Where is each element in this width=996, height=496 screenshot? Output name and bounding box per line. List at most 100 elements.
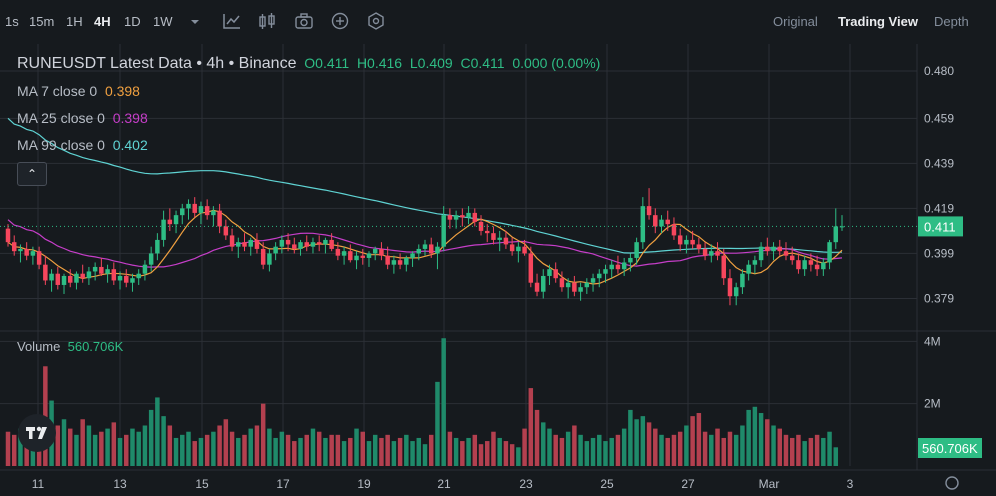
candle-body bbox=[348, 251, 353, 261]
volume-bar bbox=[460, 441, 465, 466]
interval-15m[interactable]: 15m bbox=[29, 14, 55, 29]
volume-bar bbox=[808, 437, 814, 466]
volume-bar bbox=[802, 441, 807, 466]
volume-bar bbox=[740, 425, 745, 466]
volume-bar bbox=[466, 437, 471, 466]
volume-bar bbox=[453, 437, 459, 466]
volume-bar bbox=[379, 437, 384, 466]
vol-tick-label: 4M bbox=[924, 334, 941, 348]
ma7-line bbox=[7, 209, 843, 285]
candle-body bbox=[285, 239, 291, 245]
volume-bar bbox=[360, 431, 366, 466]
candle-body bbox=[391, 260, 397, 265]
candle-body bbox=[192, 203, 197, 213]
candle-body bbox=[24, 248, 29, 256]
volume-bar bbox=[715, 428, 720, 466]
candle-type-icon[interactable] bbox=[257, 11, 277, 31]
volume-bar bbox=[646, 422, 652, 466]
candle-body bbox=[397, 260, 403, 265]
indicator-icon[interactable] bbox=[222, 11, 242, 31]
candle-body bbox=[372, 248, 378, 254]
view-trading-view[interactable]: Trading View bbox=[838, 14, 918, 29]
volume-bar bbox=[248, 428, 253, 466]
view-original[interactable]: Original bbox=[773, 14, 818, 29]
volume-label: Volume bbox=[17, 339, 61, 354]
candle-body bbox=[628, 257, 633, 263]
candle-body bbox=[198, 206, 204, 213]
volume-bar bbox=[565, 431, 571, 466]
candle-body bbox=[453, 215, 459, 220]
price-badge: 0.411 bbox=[924, 219, 956, 234]
volume-bar bbox=[777, 428, 783, 466]
add-icon[interactable] bbox=[330, 11, 350, 31]
candle-body bbox=[360, 255, 366, 258]
volume-bar bbox=[310, 428, 316, 466]
volume-bar bbox=[665, 437, 670, 466]
candle-body bbox=[653, 215, 658, 227]
candle-body bbox=[597, 273, 602, 279]
candle-body bbox=[478, 221, 484, 231]
volume-bar bbox=[404, 434, 409, 466]
volume-bar bbox=[55, 425, 61, 466]
candle-body bbox=[167, 219, 173, 225]
candle-body bbox=[148, 253, 154, 265]
interval-1d[interactable]: 1D bbox=[124, 14, 141, 29]
volume-bar bbox=[559, 437, 565, 466]
candle-body bbox=[316, 242, 322, 245]
candle-body bbox=[130, 278, 135, 283]
view-depth[interactable]: Depth bbox=[934, 14, 969, 29]
tradingview-logo-icon bbox=[18, 414, 56, 452]
volume-bar bbox=[397, 437, 403, 466]
candle-body bbox=[335, 248, 341, 256]
y-tick-label: 0.419 bbox=[924, 201, 954, 215]
candle-body bbox=[43, 264, 48, 281]
candle-body bbox=[709, 251, 714, 256]
ma25-value: 0.398 bbox=[112, 110, 148, 126]
volume-bar bbox=[534, 409, 540, 466]
symbol-title: RUNEUSDT Latest Data • 4h • Binance bbox=[17, 55, 297, 72]
volume-bar bbox=[615, 434, 621, 466]
candle-body bbox=[447, 215, 453, 220]
volume-bar bbox=[105, 428, 110, 466]
interval-4h[interactable]: 4H bbox=[94, 14, 111, 29]
candle-body bbox=[484, 230, 490, 234]
volume-bar bbox=[528, 388, 534, 466]
chevron-down-icon[interactable] bbox=[188, 11, 208, 31]
price-badge-bg bbox=[918, 216, 963, 237]
candle-body bbox=[242, 242, 247, 247]
candle-body bbox=[528, 253, 534, 283]
camera-icon[interactable] bbox=[294, 11, 314, 31]
settings-icon[interactable] bbox=[366, 11, 386, 31]
volume-bar bbox=[709, 434, 714, 466]
candle-body bbox=[161, 219, 166, 240]
volume-bar bbox=[142, 425, 148, 466]
volume-bar bbox=[696, 413, 702, 466]
volume-bar bbox=[204, 434, 210, 466]
candle-body bbox=[659, 219, 664, 227]
volume-bar bbox=[354, 428, 359, 466]
y-tick-label: 0.399 bbox=[924, 246, 954, 260]
candle-body bbox=[534, 282, 540, 292]
collapse-legend-button[interactable]: ⌃ bbox=[17, 162, 47, 186]
candle-body bbox=[30, 251, 36, 256]
candle-body bbox=[223, 226, 229, 236]
volume-bar bbox=[124, 434, 129, 466]
volume-bar bbox=[111, 422, 117, 466]
volume-bar bbox=[578, 434, 583, 466]
interval-1w[interactable]: 1W bbox=[153, 14, 173, 29]
volume-bar bbox=[659, 434, 664, 466]
volume-bar bbox=[789, 437, 795, 466]
volume-bar bbox=[609, 437, 614, 466]
volume-bar bbox=[472, 434, 478, 466]
volume-bar bbox=[229, 431, 235, 466]
y-tick-label: 0.480 bbox=[924, 64, 954, 78]
interval-1s[interactable]: 1s bbox=[5, 14, 19, 29]
axis-settings-icon[interactable] bbox=[945, 476, 959, 490]
interval-1h[interactable]: 1H bbox=[66, 14, 83, 29]
candle-body bbox=[435, 246, 440, 254]
candle-body bbox=[727, 278, 733, 297]
volume-bar bbox=[796, 434, 801, 466]
volume-bar bbox=[279, 431, 285, 466]
candle-body bbox=[354, 255, 359, 261]
